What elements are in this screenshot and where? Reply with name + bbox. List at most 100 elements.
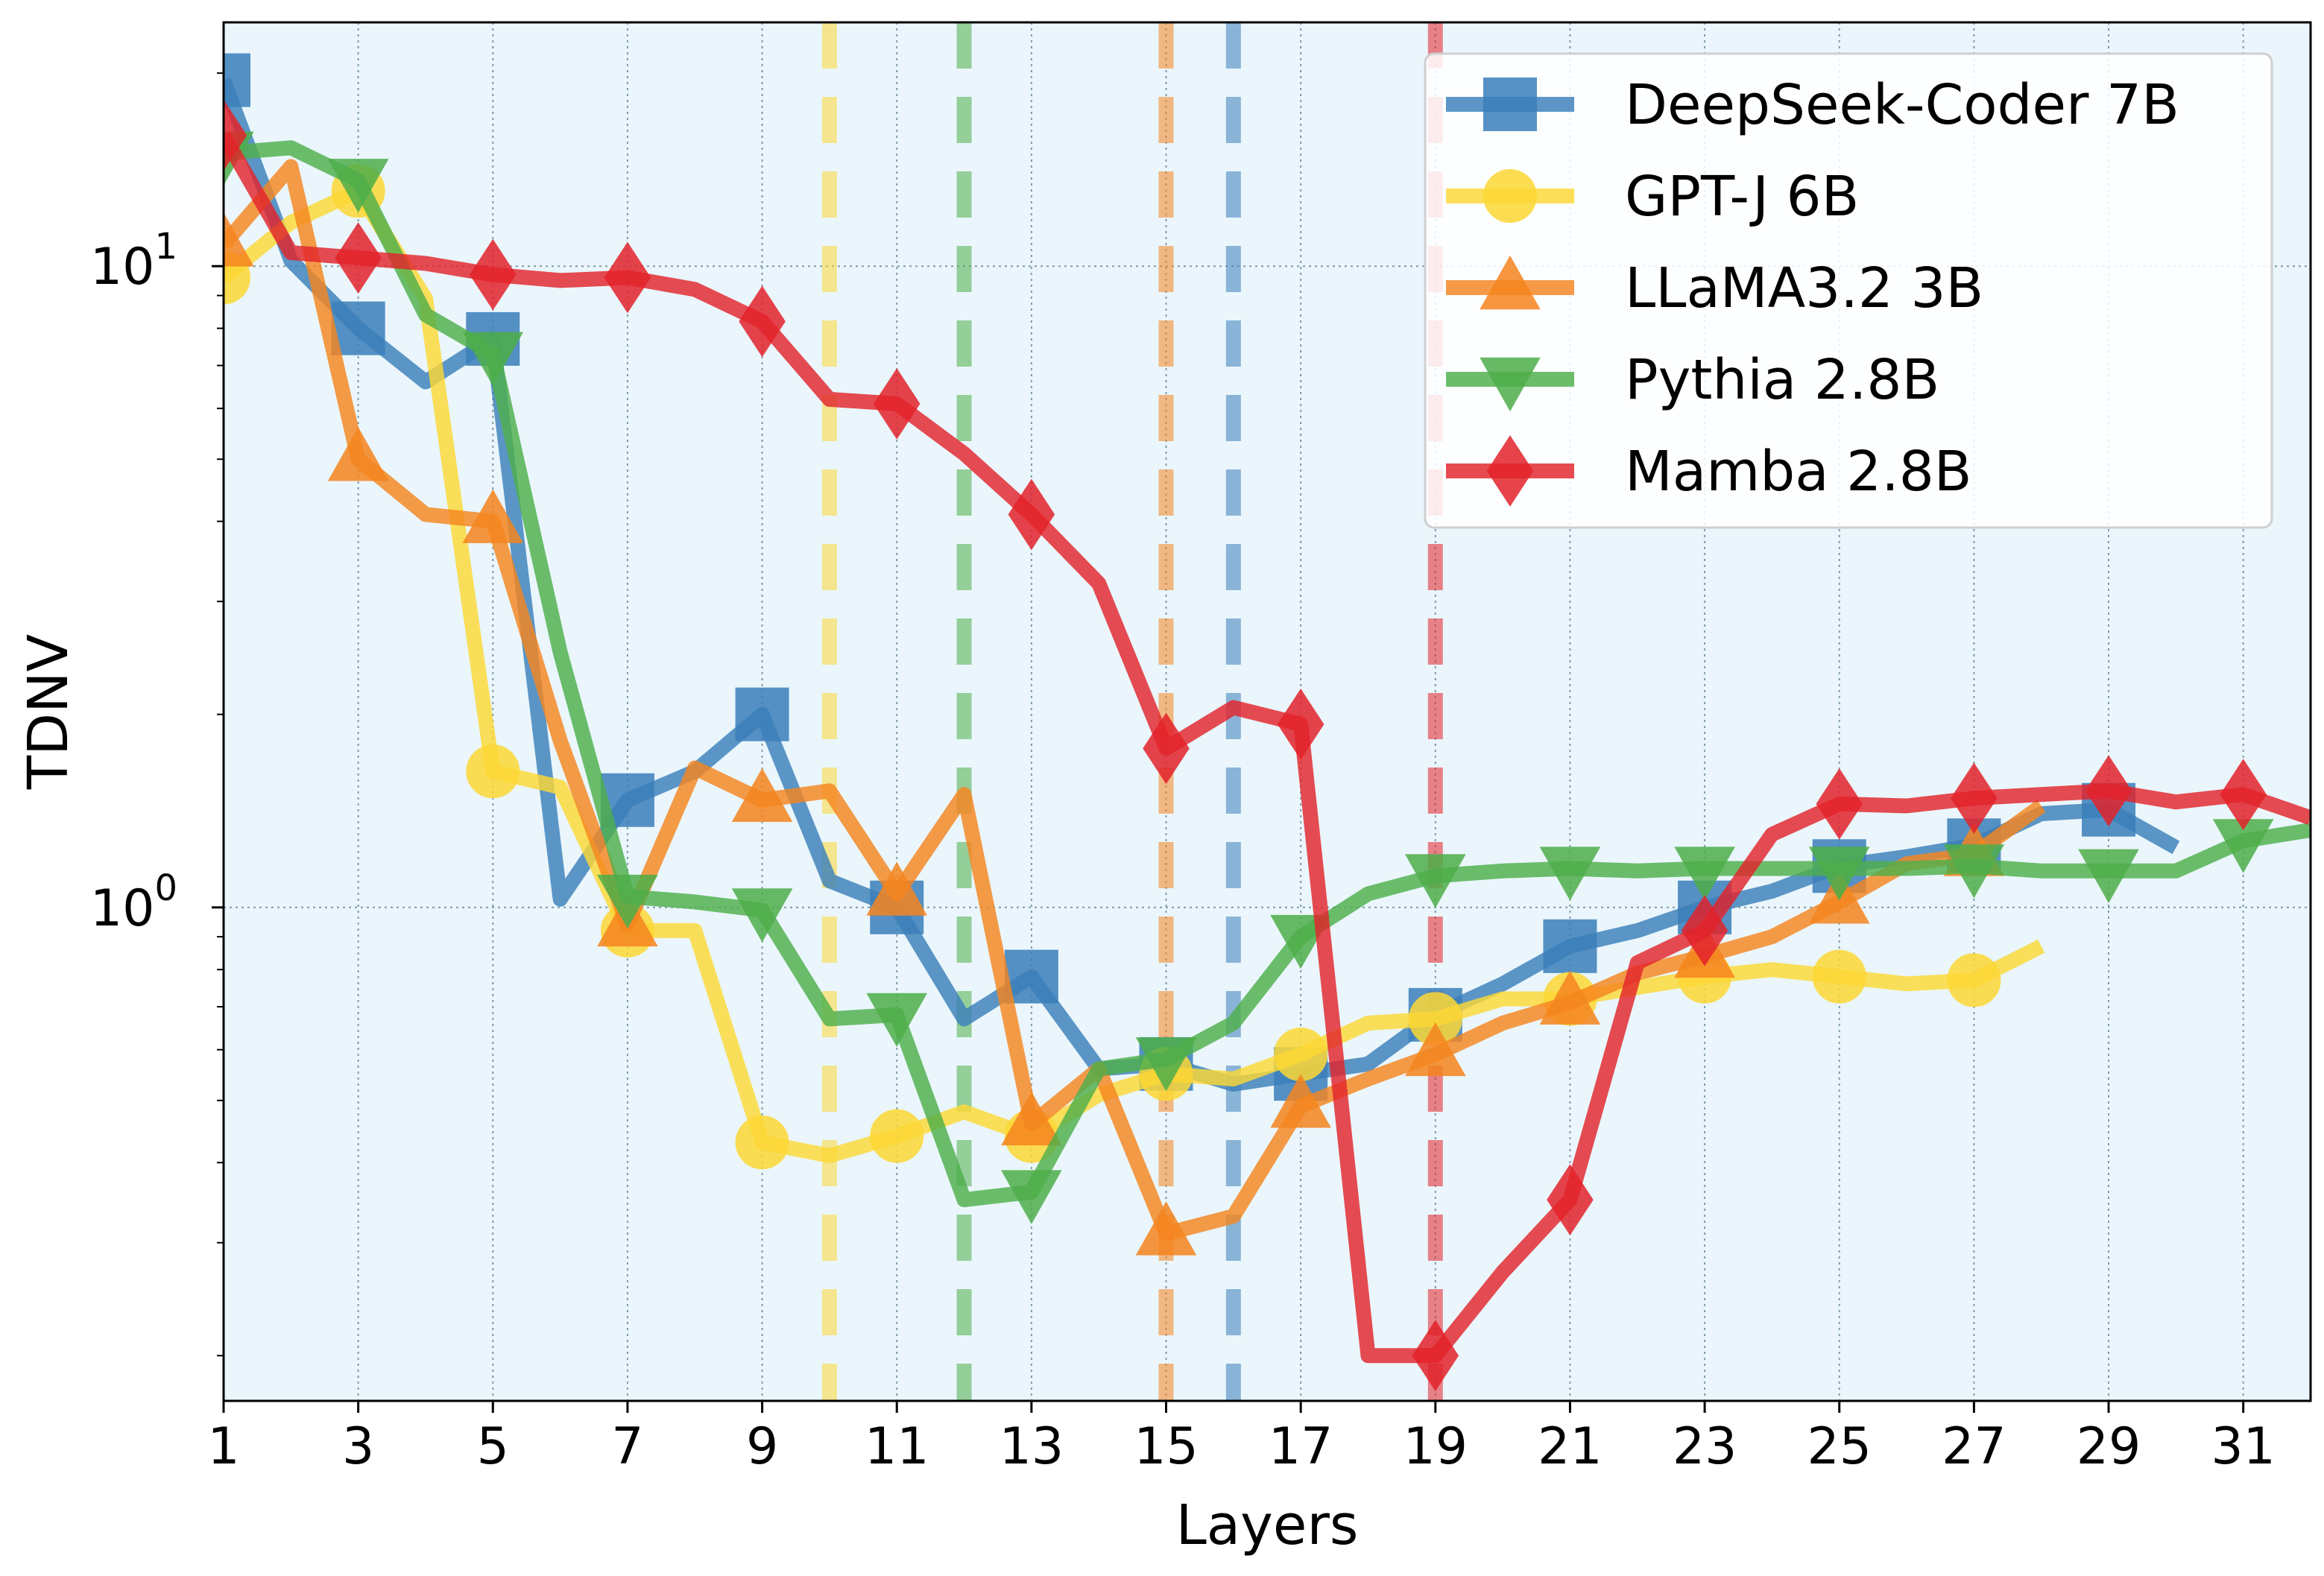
legend-item-deepseek-coder-7b: DeepSeek-Coder 7B: [1446, 73, 2179, 137]
data-point-llama3-2-3b: [327, 427, 389, 481]
data-point-mamba-2-8b: [739, 285, 786, 358]
y-tick-base: 10: [90, 879, 155, 938]
data-point-mamba-2-8b: [224, 99, 247, 171]
x-tick-label: 23: [1673, 1417, 1737, 1476]
series-layer: [224, 53, 2311, 1392]
data-point-pythia-2-8b: [1001, 1170, 1062, 1224]
data-point-mamba-2-8b: [1951, 762, 1998, 835]
x-tick-label: 7: [611, 1417, 643, 1476]
data-point-mamba-2-8b: [1277, 689, 1324, 760]
legend-swatch-marker: [1483, 169, 1537, 223]
y-tick-base: 10: [90, 238, 155, 297]
data-point-pythia-2-8b: [1539, 846, 1601, 901]
legend-swatch-marker: [1480, 255, 1541, 310]
data-point-pythia-2-8b: [327, 159, 389, 213]
data-point-llama3-2-3b: [866, 861, 928, 916]
data-point-pythia-2-8b: [1943, 844, 2005, 899]
data-point-deepseek-coder-7b: [735, 687, 789, 741]
data-point-llama3-2-3b: [1539, 970, 1601, 1025]
data-point-llama3-2-3b: [731, 768, 793, 822]
data-point-gpt-j-6b: [1947, 953, 2001, 1007]
x-axis-ticks: 1 3 5 7 9 11 13 15 17 19 21 23 25 27 29 31: [207, 1401, 2276, 1476]
legend-label: Pythia 2.8B: [1625, 348, 1939, 412]
data-point-deepseek-coder-7b: [224, 53, 250, 107]
data-point-pythia-2-8b: [462, 332, 524, 386]
legend-item-mamba-2-8b: Mamba 2.8B: [1446, 435, 1972, 507]
data-point-llama3-2-3b: [462, 489, 524, 543]
data-point-llama3-2-3b: [1404, 1022, 1466, 1077]
data-point-pythia-2-8b: [2078, 849, 2139, 903]
legend-item-gpt-j-6b: GPT-J 6B: [1446, 165, 1859, 229]
data-point-mamba-2-8b: [1816, 768, 1863, 840]
x-tick-label: 19: [1403, 1417, 1468, 1476]
y-tick-exponent: 0: [154, 867, 177, 909]
data-point-mamba-2-8b: [335, 222, 382, 294]
data-point-mamba-2-8b: [1412, 1320, 1459, 1392]
legend-item-pythia-2-8b: Pythia 2.8B: [1446, 348, 1939, 412]
data-point-gpt-j-6b: [1812, 949, 1866, 1004]
y-tick-label: 101: [90, 226, 177, 297]
data-point-mamba-2-8b: [1547, 1164, 1594, 1235]
data-point-deepseek-coder-7b: [331, 301, 385, 355]
data-point-pythia-2-8b: [1808, 846, 1870, 901]
legend-label: GPT-J 6B: [1625, 165, 1859, 229]
data-point-pythia-2-8b: [1270, 914, 1331, 969]
data-point-mamba-2-8b: [1143, 712, 1190, 785]
x-tick-label: 21: [1538, 1417, 1603, 1476]
data-point-mamba-2-8b: [470, 238, 517, 311]
x-tick-label: 31: [2211, 1417, 2276, 1476]
series-pythia-2-8b: [224, 131, 2311, 1224]
y-tick-label: 100: [90, 867, 177, 938]
series-line-llama3-2-3b: [224, 159, 2046, 1241]
data-point-pythia-2-8b: [597, 874, 658, 929]
plot-frame: [222, 21, 2312, 1402]
legend-label: DeepSeek-Coder 7B: [1625, 73, 2179, 137]
legend-swatch-marker: [1483, 77, 1537, 131]
data-point-mamba-2-8b: [2220, 759, 2267, 831]
x-tick-label: 17: [1269, 1417, 1333, 1476]
grid-lines: [223, 22, 2311, 1401]
data-point-llama3-2-3b: [1001, 1091, 1062, 1146]
x-tick-label: 5: [477, 1417, 509, 1476]
data-point-mamba-2-8b: [2085, 755, 2132, 827]
x-tick-label: 15: [1134, 1417, 1199, 1476]
legend-swatch-marker: [1480, 357, 1541, 412]
data-point-llama3-2-3b: [224, 212, 254, 267]
legend-swatch-marker: [1486, 435, 1534, 507]
legend: DeepSeek-Coder 7B GPT-J 6B LLaMA3.2 3B Pyth…: [1424, 52, 2273, 529]
x-tick-label: 13: [1000, 1417, 1064, 1476]
data-point-mamba-2-8b: [1681, 895, 1728, 966]
x-tick-label: 25: [1807, 1417, 1872, 1476]
series-mamba-2-8b: [224, 99, 2311, 1392]
x-tick-label: 11: [865, 1417, 929, 1476]
data-point-gpt-j-6b: [1274, 1027, 1328, 1081]
x-tick-label: 1: [207, 1417, 239, 1476]
x-tick-label: 9: [746, 1417, 778, 1476]
y-axis-label: TDNV: [16, 634, 80, 791]
legend-item-llama3-2-3b: LLaMA3.2 3B: [1446, 255, 1983, 320]
data-point-pythia-2-8b: [731, 888, 793, 943]
data-point-pythia-2-8b: [866, 993, 928, 1048]
data-point-gpt-j-6b: [466, 744, 520, 799]
legend-box: [1424, 52, 2273, 529]
data-point-gpt-j-6b: [735, 1115, 789, 1170]
data-point-mamba-2-8b: [873, 368, 921, 440]
x-tick-label: 3: [342, 1417, 374, 1476]
data-point-llama3-2-3b: [1270, 1074, 1331, 1128]
y-tick-exponent: 1: [154, 226, 177, 268]
data-point-pythia-2-8b: [1674, 846, 1735, 901]
data-point-deepseek-coder-7b: [1543, 919, 1597, 973]
series-line-gpt-j-6b: [224, 183, 2045, 1163]
legend-label: Mamba 2.8B: [1625, 440, 1972, 504]
data-point-mamba-2-8b: [1008, 478, 1055, 551]
data-point-gpt-j-6b: [870, 1109, 924, 1163]
data-point-deepseek-coder-7b: [1004, 949, 1058, 1004]
x-tick-label: 27: [1942, 1417, 2006, 1476]
data-point-pythia-2-8b: [1404, 854, 1466, 908]
x-axis-label: Layers: [1176, 1493, 1359, 1557]
x-tick-label: 29: [2077, 1417, 2141, 1476]
data-point-llama3-2-3b: [1135, 1201, 1197, 1256]
data-point-mamba-2-8b: [604, 241, 651, 314]
